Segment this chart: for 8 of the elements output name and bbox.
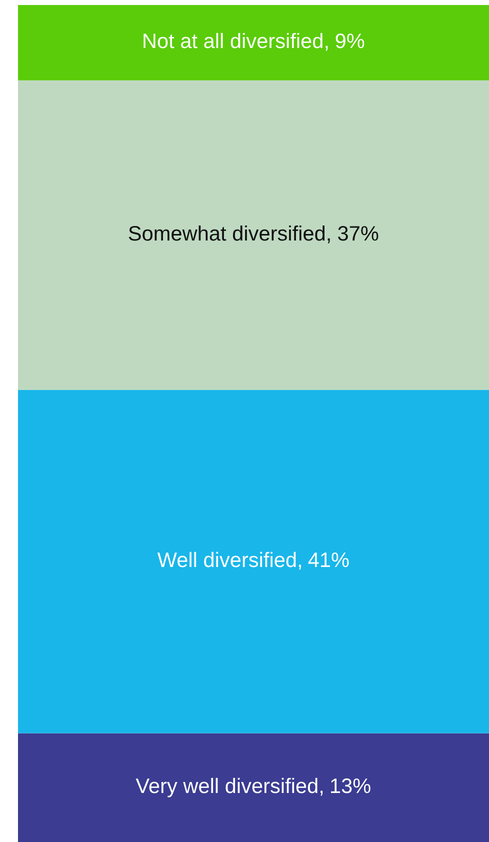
series-label: Not at all diversified, <box>144 32 328 51</box>
data-label: 41% <box>308 552 349 568</box>
data-label: 37% <box>338 226 378 241</box>
series-label: Very well diversified, <box>136 778 323 798</box>
data-label: 13% <box>331 778 370 794</box>
series-label: Somewhat diversified, <box>128 225 330 244</box>
data-label: 9% <box>336 34 364 48</box>
series-label: Well diversified, <box>157 552 301 570</box>
